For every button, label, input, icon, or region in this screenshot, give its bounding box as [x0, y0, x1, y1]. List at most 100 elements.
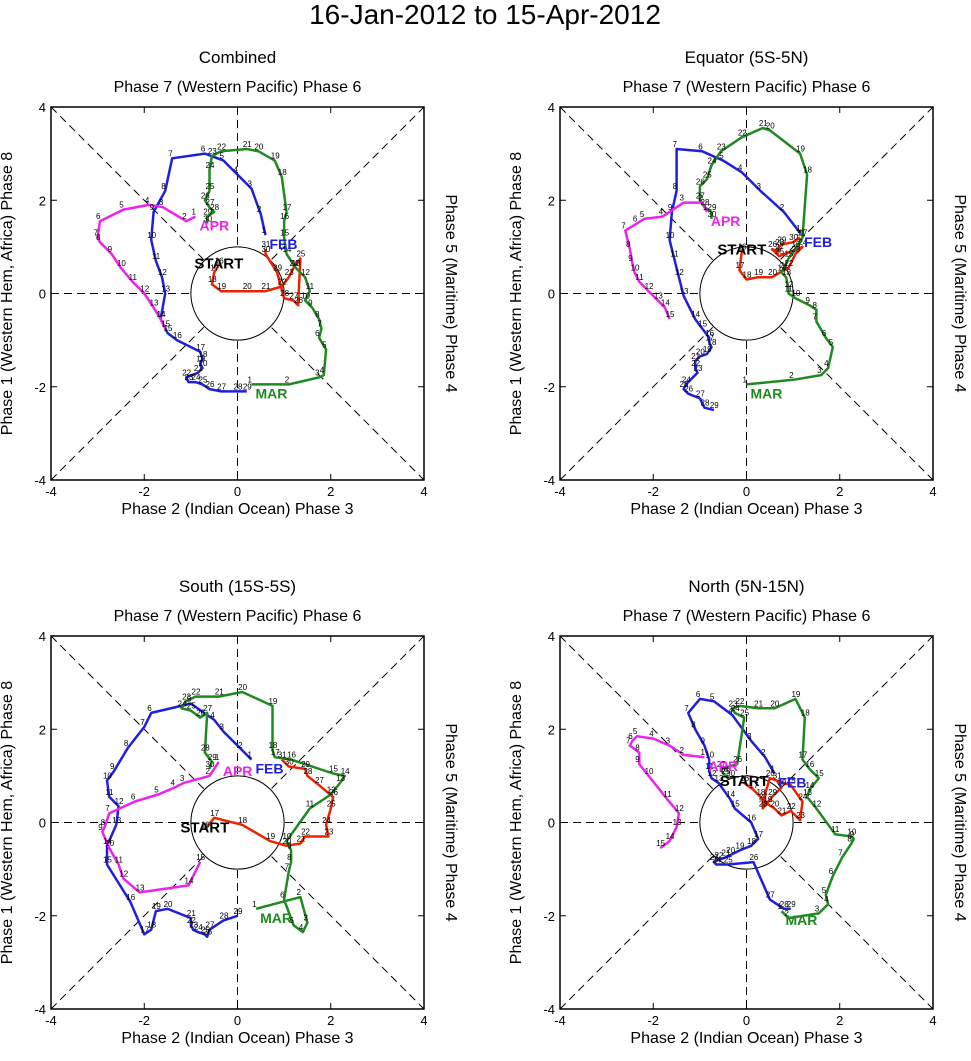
day-label: 7: [621, 222, 626, 231]
day-label: 10: [301, 291, 310, 300]
day-label: 12: [327, 786, 336, 795]
day-label: 20: [238, 683, 247, 692]
day-label: 13: [673, 818, 682, 827]
day-label: 15: [784, 250, 793, 259]
day-label: 11: [635, 273, 644, 282]
day-label: 27: [759, 793, 768, 802]
day-label: 29: [787, 900, 796, 909]
day-label: 9: [98, 823, 103, 832]
day-label: 20: [768, 268, 777, 277]
day-label: 19: [268, 697, 277, 706]
day-label: 20: [282, 837, 291, 846]
day-label: 14: [805, 781, 814, 790]
y-tick-label: 2: [548, 722, 555, 737]
day-label: 7: [317, 319, 322, 328]
day-label: 8: [691, 720, 696, 729]
y-tick-label: -2: [34, 909, 46, 924]
day-label: 17: [196, 343, 205, 352]
day-label: 30: [261, 245, 270, 254]
day-label: 28: [701, 399, 710, 408]
day-label: 21: [759, 119, 768, 128]
month-label-feb: FEB: [269, 236, 297, 252]
x-tick-label: -4: [45, 484, 57, 499]
day-label: 8: [626, 240, 631, 249]
x-tick-label: -2: [647, 1013, 659, 1028]
day-label: 8: [101, 818, 106, 827]
day-label: 19: [271, 152, 280, 161]
day-label: 5: [719, 152, 724, 161]
day-label: 4: [210, 711, 215, 720]
day-label: 10: [105, 839, 114, 848]
day-label: 25: [206, 182, 215, 191]
day-label: 27: [696, 389, 705, 398]
day-label: 12: [140, 285, 149, 294]
day-label: 11: [306, 800, 315, 809]
day-label: 18: [268, 741, 277, 750]
day-label: 5: [289, 916, 294, 925]
day-label: 25: [724, 855, 733, 864]
day-label: 13: [161, 285, 170, 294]
day-label: 13: [654, 291, 663, 300]
day-label: 9: [308, 298, 313, 307]
day-label: 12: [812, 800, 821, 809]
day-label: 8: [673, 182, 678, 191]
day-label: 22: [691, 359, 700, 368]
day-label: 5: [322, 340, 327, 349]
month-label-feb: FEB: [778, 775, 806, 791]
day-label: 30: [777, 779, 786, 788]
day-label: 5: [633, 727, 638, 736]
day-label: 20: [696, 347, 705, 356]
day-label: 1: [701, 748, 706, 757]
x-tick-label: -2: [138, 484, 150, 499]
day-label: 27: [766, 890, 775, 899]
day-label: 18: [199, 350, 208, 359]
day-label: 4: [145, 196, 150, 205]
day-label: 22: [301, 827, 310, 836]
axis-label-bottom: Phase 2 (Indian Ocean) Phase 3: [121, 501, 353, 518]
day-label: 6: [633, 215, 638, 224]
day-label: 17: [705, 333, 714, 342]
day-label: 26: [294, 296, 303, 305]
x-tick-label: 2: [327, 1013, 334, 1028]
day-label: 25: [199, 375, 208, 384]
day-label: 5: [822, 886, 827, 895]
day-label: 11: [115, 855, 124, 864]
day-label: 19: [266, 832, 275, 841]
day-label: 10: [645, 767, 654, 776]
day-label: 31: [773, 772, 782, 781]
chart-panel-combined: Combined Phase 7 (Western Pacific) Phase …: [0, 48, 459, 518]
axis-label-top: Phase 7 (Western Pacific) Phase 6: [114, 79, 362, 96]
day-label: 28: [234, 382, 243, 391]
series-line-jan: [210, 249, 302, 307]
y-tick-label: 4: [548, 100, 555, 115]
day-label: 16: [215, 257, 224, 266]
day-label: 14: [282, 245, 291, 254]
day-label: 13: [136, 883, 145, 892]
day-label: 23: [182, 692, 191, 701]
day-label: 6: [698, 142, 703, 151]
start-label: START: [717, 242, 766, 259]
day-label: 15: [656, 839, 665, 848]
day-label: 26: [733, 755, 742, 764]
day-label: 17: [282, 203, 291, 212]
start-label: START: [180, 819, 229, 836]
day-label: 17: [798, 229, 807, 238]
day-label: 27: [206, 198, 215, 207]
axis-label-left: Phase 1 (Western Hem, Africa) Phase 8: [0, 681, 16, 964]
day-label: 5: [710, 692, 715, 701]
day-label: 29: [722, 767, 731, 776]
chart-panel-north-5n-15n: North (5N-15N) Phase 7 (Western Pacific) …: [508, 577, 968, 1047]
day-label: 19: [736, 841, 745, 850]
day-label: 4: [649, 730, 654, 739]
day-label: 3: [747, 732, 752, 741]
day-label: 13: [112, 816, 121, 825]
x-tick-label: -2: [647, 484, 659, 499]
day-label: 20: [726, 846, 735, 855]
day-label: 4: [824, 895, 829, 904]
day-label: 20: [254, 142, 263, 151]
day-label: 1: [796, 224, 801, 233]
day-label: 10: [791, 289, 800, 298]
day-label: 26: [196, 709, 205, 718]
x-tick-label: 0: [743, 484, 750, 499]
day-label: 24: [206, 161, 215, 170]
